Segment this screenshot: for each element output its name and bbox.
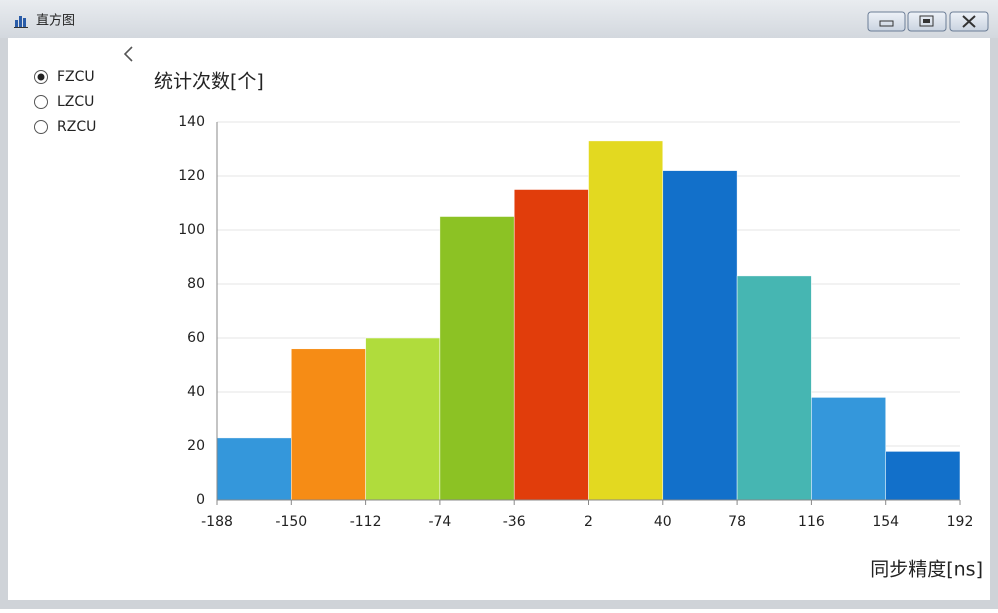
y-axis-label: 统计次数[个]: [154, 71, 264, 93]
bar: [811, 397, 886, 501]
bar: [291, 348, 366, 501]
collapse-button[interactable]: [123, 46, 133, 62]
x-tick-label: -36: [503, 514, 526, 530]
x-tick-label: 116: [798, 514, 825, 530]
y-tick-label: 140: [178, 114, 205, 130]
radio-label[interactable]: FZCU: [57, 69, 95, 85]
x-axis-label: 同步精度[ns]: [870, 559, 983, 581]
radio-dot: [37, 73, 45, 81]
x-tick-label: -74: [428, 514, 451, 530]
chart: 统计次数[个] 同步精度[ns] 0 20 40 60 80 100 120 140 -188 -…: [154, 71, 983, 581]
x-tick-label: -112: [350, 514, 382, 530]
close-button[interactable]: [949, 11, 989, 32]
radio-option[interactable]: FZCU: [34, 69, 95, 85]
radio-group: FZCU LZCU RZCU: [34, 69, 97, 135]
y-tick-label: 120: [178, 168, 205, 184]
x-tick-label: 192: [947, 514, 974, 530]
y-tick-label: 20: [187, 438, 205, 454]
y-tick-label: 60: [187, 330, 205, 346]
x-tick-label: 40: [654, 514, 672, 530]
radio-label[interactable]: LZCU: [57, 94, 94, 110]
radio-button[interactable]: [34, 120, 48, 134]
bar: [216, 437, 292, 501]
y-tick-label: 40: [187, 384, 205, 400]
bar: [365, 337, 441, 501]
app-icon: [14, 16, 28, 28]
x-tick-label: 154: [872, 514, 899, 530]
y-tick-label: 0: [196, 492, 205, 508]
radio-option[interactable]: LZCU: [34, 94, 95, 110]
bar: [439, 216, 515, 501]
y-tick-label: 100: [178, 222, 205, 238]
x-tick-label: 2: [584, 514, 593, 530]
bar: [513, 189, 589, 501]
bar: [662, 170, 738, 501]
window-title: 直方图: [36, 13, 75, 29]
x-tick-label: -188: [201, 514, 233, 530]
maximize-button[interactable]: [907, 11, 947, 32]
radio-option[interactable]: RZCU: [34, 119, 97, 135]
minimize-button[interactable]: [867, 11, 906, 32]
bar: [885, 451, 961, 501]
bar: [736, 275, 812, 501]
bar: [588, 140, 664, 501]
radio-label[interactable]: RZCU: [57, 119, 96, 135]
y-tick-label: 80: [187, 276, 205, 292]
title-bar: [0, 0, 998, 38]
x-tick-label: -150: [275, 514, 307, 530]
x-tick-label: 78: [728, 514, 746, 530]
radio-button[interactable]: [34, 95, 48, 109]
